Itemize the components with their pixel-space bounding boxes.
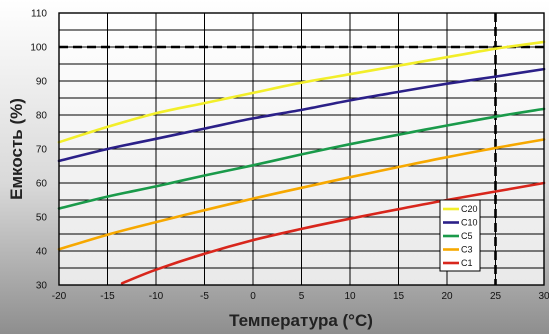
y-tick-label: 110 (31, 9, 47, 20)
legend: C20 C10 C5 C3 C1 (439, 199, 481, 272)
x-tick-label: -20 (52, 291, 67, 302)
series-line-c1 (120, 181, 546, 285)
series-line-c20 (57, 40, 546, 144)
x-tick-label: 10 (344, 291, 356, 302)
x-tick-label: -15 (100, 291, 115, 302)
series-line-c3 (57, 138, 546, 251)
legend-label-c20: C20 (461, 204, 478, 214)
x-tick-label: 25 (490, 291, 502, 302)
x-tick-label: 20 (441, 291, 453, 302)
legend-label-c10: C10 (461, 218, 478, 228)
legend-label-c3: C3 (461, 245, 473, 255)
y-tick-label: 60 (36, 179, 48, 190)
x-tick-label: 5 (299, 291, 305, 302)
y-tick-label: 90 (36, 77, 48, 88)
y-tick-label: 50 (36, 213, 48, 224)
plot-frame (58, 12, 545, 286)
x-tick-label: 15 (393, 291, 405, 302)
x-tick-label: 0 (250, 291, 256, 302)
x-tick-label: -10 (149, 291, 164, 302)
legend-label-c5: C5 (461, 231, 473, 241)
series-line-c5 (57, 107, 546, 210)
x-axis-title: Температура (°C) (229, 311, 373, 330)
y-tick-label: 100 (30, 43, 47, 54)
y-tick-label: 30 (36, 281, 48, 292)
x-tick-labels: -20 -15 -10 -5 0 5 10 15 20 25 30 (52, 291, 549, 302)
y-tick-label: 70 (36, 145, 48, 156)
x-tick-label: -5 (200, 291, 209, 302)
y-tick-label: 40 (36, 247, 48, 258)
reference-lines (59, 13, 544, 285)
series-line-c10 (57, 67, 546, 163)
x-tick-label: 30 (538, 291, 549, 302)
series-lines (57, 40, 546, 285)
y-axis-title: Емкость (%) (7, 98, 26, 200)
y-tick-label: 80 (36, 111, 48, 122)
y-tick-labels: 30 40 50 60 70 80 90 100 110 (30, 9, 47, 292)
legend-label-c1: C1 (461, 258, 473, 268)
